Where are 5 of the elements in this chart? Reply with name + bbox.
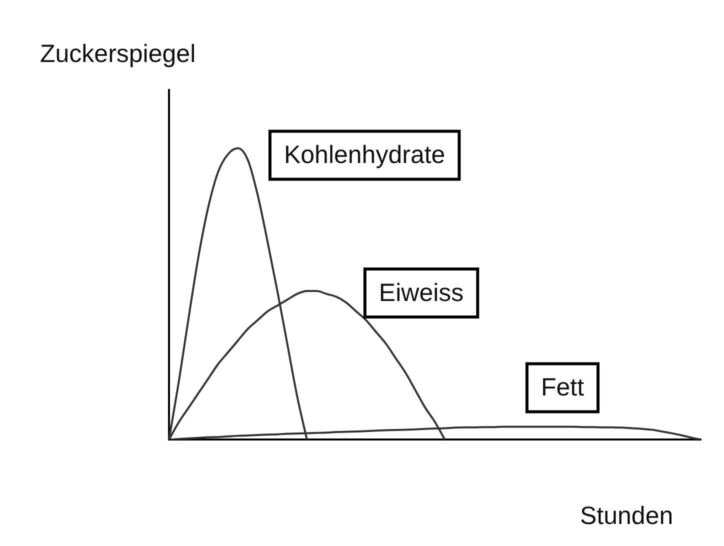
series-label: Eiweiss: [378, 278, 464, 307]
series-label: Fett: [540, 374, 584, 402]
series-label: Kohlenhydrate: [284, 141, 446, 170]
x-axis-title: Stunden: [580, 502, 674, 531]
y-axis-title: Zuckerspiegel: [40, 40, 196, 69]
